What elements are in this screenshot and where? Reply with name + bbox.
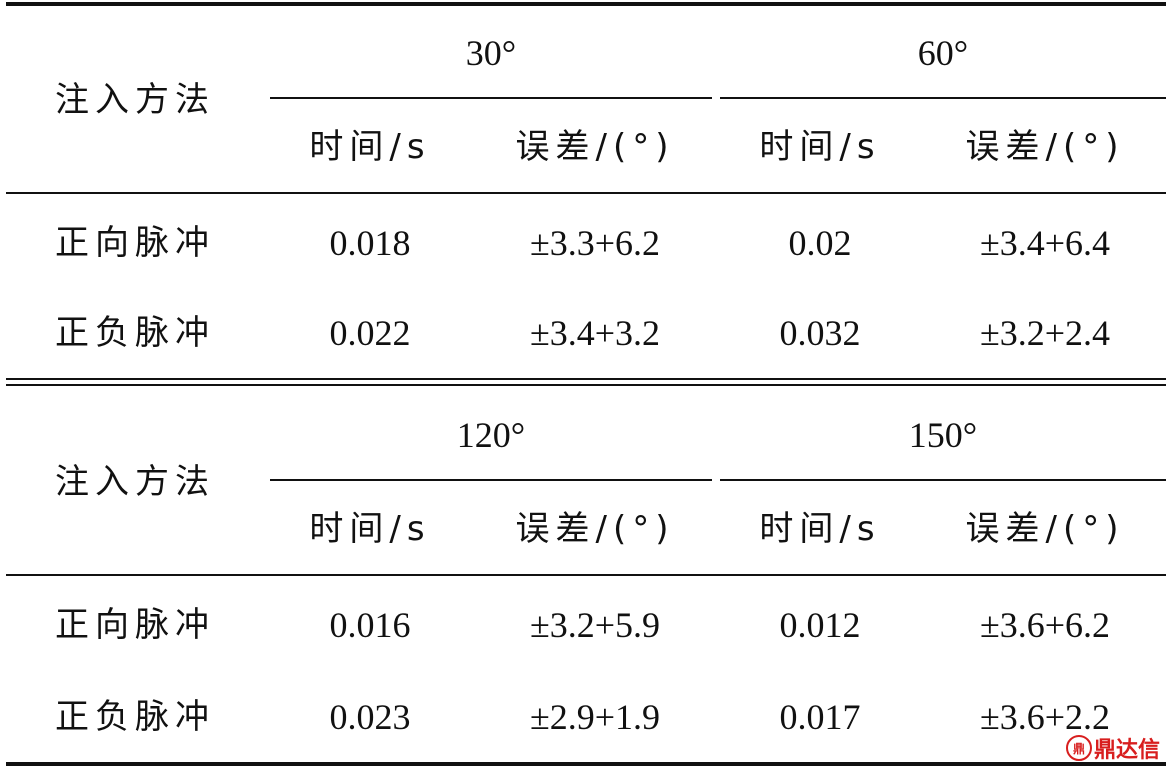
header-bottom-rule-2 bbox=[6, 574, 1166, 576]
table-cell: 0.032 bbox=[779, 313, 861, 353]
time-column-header: 时间/s bbox=[309, 509, 431, 549]
error-column-header: 误差/(°) bbox=[965, 127, 1125, 167]
method-cell: 正负脉冲 bbox=[55, 313, 215, 353]
method-header: 注入方法 bbox=[55, 462, 215, 502]
bottom-rule bbox=[6, 762, 1166, 766]
angle-header: 150° bbox=[908, 415, 978, 455]
table-cell: ±3.4+3.2 bbox=[529, 313, 661, 353]
block-separator-rule-a bbox=[6, 378, 1166, 380]
table-cell: ±3.6+2.2 bbox=[979, 697, 1111, 737]
angle-rule-3 bbox=[270, 479, 712, 481]
table-cell: ±3.2+2.4 bbox=[979, 313, 1111, 353]
table-cell: 0.023 bbox=[329, 697, 411, 737]
table-cell: ±3.2+5.9 bbox=[529, 605, 661, 645]
angle-header: 30° bbox=[465, 33, 517, 73]
time-column-header: 时间/s bbox=[759, 127, 881, 167]
method-cell: 正向脉冲 bbox=[55, 605, 215, 645]
method-cell: 正负脉冲 bbox=[55, 697, 215, 737]
angle-rule-4 bbox=[720, 479, 1166, 481]
error-column-header: 误差/(°) bbox=[965, 509, 1125, 549]
method-header: 注入方法 bbox=[55, 80, 215, 120]
top-rule bbox=[6, 2, 1166, 6]
angle-header: 60° bbox=[917, 33, 969, 73]
time-column-header: 时间/s bbox=[309, 127, 431, 167]
watermark-text: 鼎达信 bbox=[1093, 738, 1160, 763]
watermark: 鼎 鼎达信 bbox=[1065, 732, 1160, 764]
error-column-header: 误差/(°) bbox=[515, 509, 675, 549]
table-cell: ±2.9+1.9 bbox=[529, 697, 661, 737]
table-cell: 0.022 bbox=[329, 313, 411, 353]
angle-header: 120° bbox=[456, 415, 526, 455]
method-cell: 正向脉冲 bbox=[55, 223, 215, 263]
angle-rule-1 bbox=[270, 97, 712, 99]
table-cell: ±3.4+6.4 bbox=[979, 223, 1111, 263]
table-cell: ±3.3+6.2 bbox=[529, 223, 661, 263]
header-bottom-rule bbox=[6, 192, 1166, 194]
error-column-header: 误差/(°) bbox=[515, 127, 675, 167]
block-separator-rule-b bbox=[6, 384, 1166, 386]
angle-rule-2 bbox=[720, 97, 1166, 99]
table-cell: 0.012 bbox=[779, 605, 861, 645]
table-cell: 0.016 bbox=[329, 605, 411, 645]
time-column-header: 时间/s bbox=[759, 509, 881, 549]
table-cell: 0.018 bbox=[329, 223, 411, 263]
table-cell: ±3.6+6.2 bbox=[979, 605, 1111, 645]
table-cell: 0.02 bbox=[788, 223, 852, 263]
watermark-logo-icon: 鼎 bbox=[1065, 735, 1092, 761]
table-cell: 0.017 bbox=[779, 697, 861, 737]
